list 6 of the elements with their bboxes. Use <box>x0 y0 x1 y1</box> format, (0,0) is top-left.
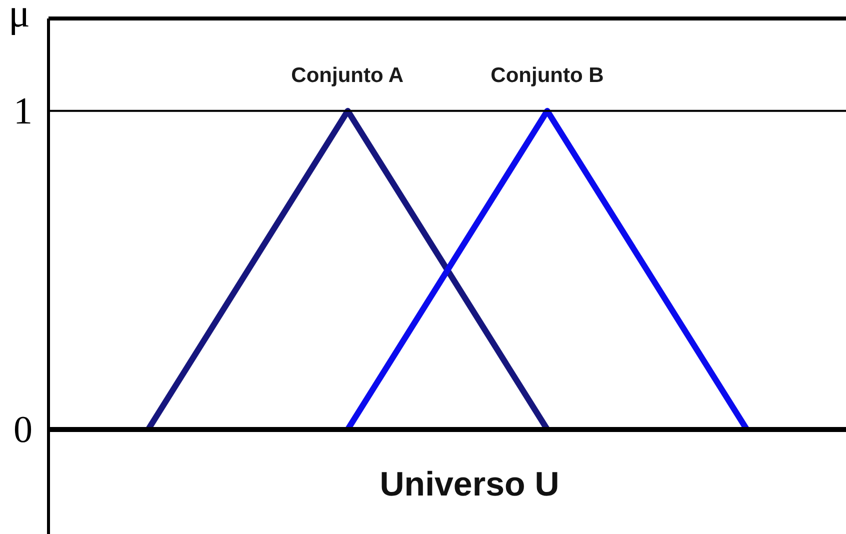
x-axis-title: Universo U <box>380 466 560 504</box>
y-tick-label: 1 <box>14 90 32 132</box>
y-axis-title: μ <box>8 0 30 36</box>
series-label: Conjunto B <box>490 64 604 87</box>
series-label: Conjunto A <box>291 64 404 87</box>
y-tick-label: 0 <box>14 408 32 451</box>
